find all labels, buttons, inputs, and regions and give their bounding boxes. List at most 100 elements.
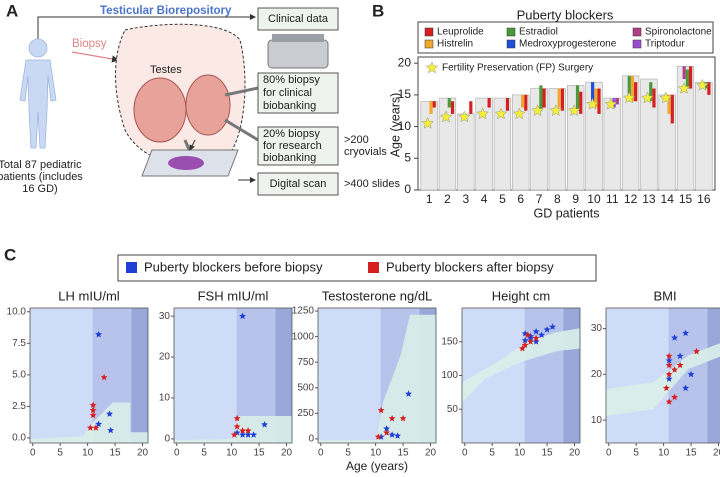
legend-label: Leuprolide	[437, 27, 484, 38]
legend-swatch	[632, 27, 642, 37]
fp-star	[457, 110, 471, 123]
legend-label: Puberty blockers before biopsy	[144, 259, 323, 274]
star-point	[665, 375, 673, 382]
star-point	[671, 393, 679, 401]
box-text: Clinical data	[268, 13, 329, 25]
treatment	[615, 98, 619, 105]
patients-text: patients (includes	[0, 171, 83, 183]
x-tick-label: 13	[642, 192, 656, 206]
plot-frame	[317, 307, 437, 444]
plot-frame	[605, 307, 720, 444]
treatment	[557, 88, 561, 108]
treatment	[429, 101, 433, 114]
treatment	[469, 101, 473, 114]
region-adult	[131, 308, 148, 443]
y-tick-label: 5	[404, 150, 411, 164]
testis	[185, 74, 231, 136]
region-prepubertal	[462, 308, 525, 443]
x-tick-label: 10	[587, 192, 601, 206]
star-point	[676, 361, 684, 369]
y-tick-label: 1000	[292, 331, 315, 342]
region-prepubertal	[606, 308, 669, 443]
box-text: for research	[263, 140, 322, 152]
box	[257, 126, 339, 166]
legend-swatch	[632, 39, 642, 49]
star-point	[95, 330, 103, 338]
note: >400 slides	[344, 178, 400, 190]
star-point	[687, 370, 695, 378]
treatment	[597, 88, 601, 114]
legend-box	[117, 254, 597, 282]
x-tick-label: 10	[514, 448, 526, 459]
plot-frame	[173, 307, 293, 444]
y-tick-label: 20	[159, 352, 171, 363]
fp-star	[421, 116, 435, 129]
y-tick-label: 10	[591, 415, 603, 426]
panel-label: B	[372, 1, 384, 20]
star-point	[521, 336, 529, 344]
star-point	[665, 370, 673, 378]
arrow	[71, 51, 120, 63]
star-point	[665, 352, 673, 359]
plot-title: BMI	[653, 288, 676, 303]
x-tick-label: 15	[679, 192, 693, 206]
x-tick-label: 5	[345, 448, 351, 459]
star-point	[89, 411, 97, 419]
x-tick-label: 14	[661, 192, 675, 206]
star-point	[239, 312, 247, 320]
x-tick-label: 0	[30, 448, 36, 459]
treatment	[627, 75, 631, 102]
x-tick-label: 10	[658, 448, 670, 459]
star-point	[377, 406, 385, 414]
star-point	[230, 431, 238, 438]
treatment	[447, 98, 451, 108]
treatment	[667, 94, 671, 114]
x-tick-label: 6	[517, 192, 524, 206]
treatment	[685, 69, 689, 89]
cryotank	[267, 34, 329, 69]
note: cryovials	[344, 146, 387, 158]
treatment	[560, 88, 564, 111]
x-tick-label: 10	[226, 448, 238, 459]
treatment	[520, 94, 525, 108]
legend-swatch	[506, 39, 516, 49]
fp-star	[641, 91, 654, 104]
plot-title: LH mIU/ml	[58, 288, 120, 303]
y-tick-label: 20	[398, 55, 412, 69]
x-tick-label: 5	[499, 192, 506, 206]
y-axis-label: Age (years)	[388, 93, 402, 158]
star-point	[676, 352, 684, 359]
panel-a: A Testicular Biorepository Biopsy Testes…	[0, 1, 400, 196]
legend-star	[425, 61, 439, 74]
treatment	[539, 85, 543, 111]
star-point	[250, 431, 258, 438]
star-point	[527, 338, 535, 345]
bar	[695, 81, 713, 191]
region-adult	[563, 308, 580, 443]
box-text: 20% biopsy	[263, 128, 320, 140]
x-tick-label: 15	[398, 448, 410, 459]
star-point	[543, 326, 551, 333]
y-tick-label: 150	[441, 336, 458, 347]
x-tick-label: 3	[462, 192, 469, 206]
x-tick-label: 0	[462, 448, 468, 459]
x-tick-label: 15	[110, 448, 122, 459]
star-point	[239, 427, 247, 434]
x-tick-label: 20	[713, 448, 720, 459]
tissue	[168, 156, 204, 170]
y-tick-label: 500	[297, 382, 314, 393]
fp-star	[512, 107, 526, 120]
y-tick-label: 10	[398, 119, 412, 133]
y-tick-label: 15	[398, 87, 412, 101]
x-tick-label: 1	[426, 192, 433, 206]
star-point	[532, 334, 540, 342]
reference-band	[462, 328, 580, 403]
reference-band	[174, 416, 292, 443]
star-point	[383, 425, 391, 432]
person	[19, 38, 57, 149]
y-tick-label: 0.0	[12, 433, 26, 444]
panel-label: C	[4, 245, 16, 264]
star-point	[671, 334, 679, 341]
fp-star	[696, 78, 709, 91]
fp-star	[677, 81, 691, 94]
